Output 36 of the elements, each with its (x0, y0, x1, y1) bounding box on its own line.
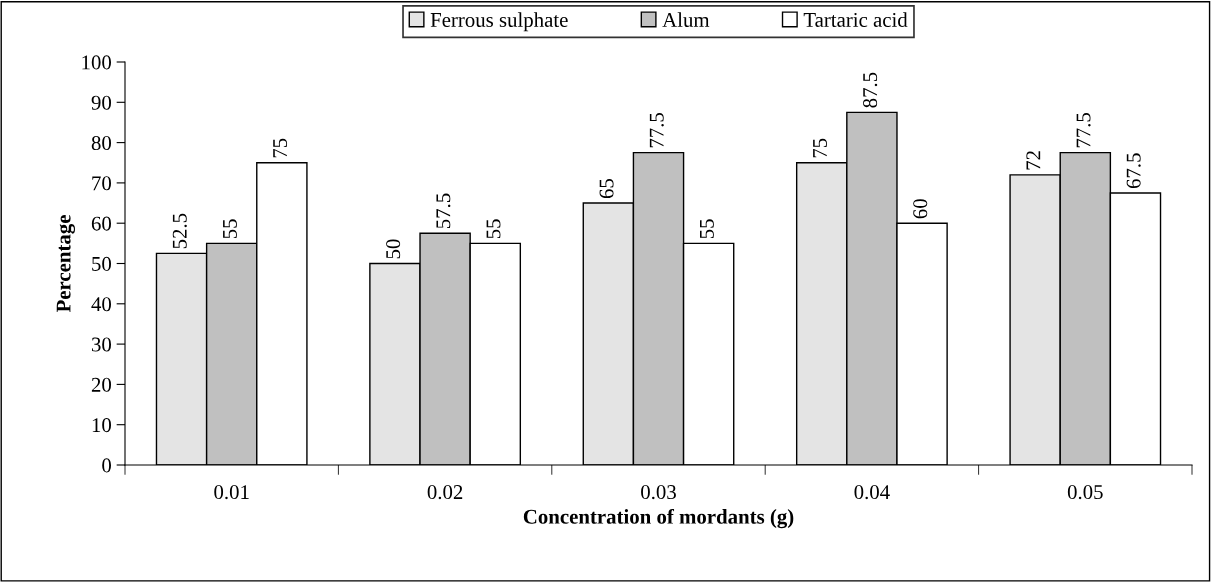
x-tick-label: 0.01 (214, 485, 249, 500)
y-tick-label: 10 (92, 418, 112, 433)
legend-label: Tartaric acid (803, 12, 908, 27)
x-axis-title: Concentration of mordants (g) (523, 508, 794, 529)
y-tick-label: 90 (91, 95, 112, 110)
x-tick-label: 0.03 (641, 485, 676, 500)
x-tick-label: 0.05 (1067, 485, 1103, 500)
x-tick-label: 0.02 (427, 485, 463, 500)
data-label: 65 (599, 179, 614, 199)
data-label: 55 (486, 219, 501, 239)
y-tick-label: 70 (92, 176, 112, 191)
data-label: 77.5 (649, 113, 664, 148)
y-tick-label: 30 (91, 337, 112, 352)
legend-label: Alum (662, 12, 710, 27)
data-label: 72 (1026, 151, 1041, 170)
y-tick-label: 50 (92, 256, 112, 271)
y-axis-title: Percentage (56, 215, 75, 313)
y-tick-label: 0 (102, 458, 112, 473)
data-label: 55 (700, 219, 714, 239)
y-tick-label: 60 (91, 216, 112, 231)
data-label: 77.5 (1076, 113, 1091, 148)
legend-label: Ferrous sulphate (430, 12, 568, 32)
data-label: 75 (273, 138, 288, 158)
data-label: 52.5 (172, 213, 187, 249)
data-label: 50 (386, 239, 401, 259)
data-label: 60 (913, 199, 928, 219)
data-label: 57.5 (436, 193, 451, 229)
data-label: 67.5 (1126, 153, 1141, 189)
y-tick-label: 80 (91, 135, 112, 151)
y-tick-label: 20 (91, 377, 112, 392)
data-label: 55 (223, 219, 237, 239)
y-tick-label: 40 (91, 297, 112, 312)
data-label: 75 (813, 138, 827, 158)
y-tick-label: 100 (82, 55, 112, 70)
x-tick-label: 0.04 (854, 485, 890, 500)
data-label: 87.5 (863, 72, 878, 108)
